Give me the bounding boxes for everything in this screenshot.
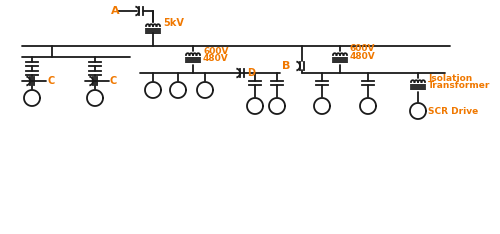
Text: 600V: 600V [350, 44, 376, 53]
Text: 600V: 600V [203, 47, 228, 56]
Text: D: D [247, 68, 255, 78]
Text: Isolation: Isolation [428, 74, 472, 83]
Text: 480V: 480V [350, 52, 376, 61]
Text: C: C [47, 76, 54, 86]
Text: SCR Drive: SCR Drive [428, 106, 478, 116]
Text: C: C [110, 76, 117, 86]
Text: B: B [282, 61, 290, 71]
Text: Transformer: Transformer [428, 81, 490, 90]
Text: A: A [111, 6, 120, 16]
Text: 480V: 480V [203, 54, 229, 63]
Text: 5kV: 5kV [163, 18, 184, 28]
